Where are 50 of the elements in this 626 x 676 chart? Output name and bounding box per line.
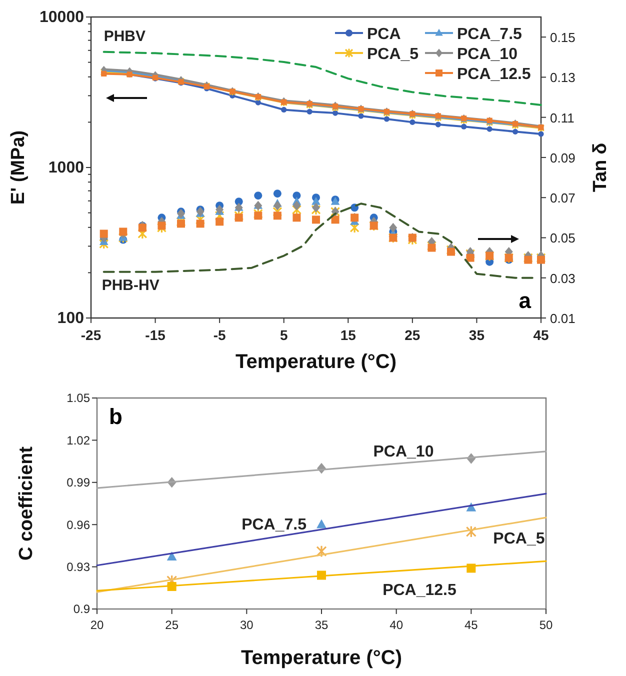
legend-label: PCA_12.5 — [457, 66, 531, 83]
x-tick-label: 35 — [468, 327, 485, 343]
x-tick-label: 5 — [280, 327, 288, 343]
text: PCA_10 — [373, 443, 434, 460]
series-label: PCA_7.5 — [242, 516, 307, 534]
y-tick-label: 0.96 — [66, 518, 90, 532]
x-tick-label: -5 — [213, 327, 226, 343]
y-tick-label: 1.05 — [66, 391, 90, 406]
y-tick-label: 0.99 — [66, 476, 90, 490]
x-tick-label: 20 — [90, 618, 104, 632]
x-tick-label: 45 — [533, 327, 549, 343]
legend-label: PCA — [367, 26, 402, 43]
series-label: PHB-HV — [102, 276, 160, 294]
y2-axis-title: Tan δ — [590, 142, 611, 192]
legend-label: PCA_10 — [457, 46, 518, 63]
x-tick-label: 40 — [390, 618, 404, 632]
y2-tick-label: 0.15 — [550, 30, 576, 46]
x-axis-title: Temperature (°C) — [241, 647, 402, 669]
x-tick-label: 15 — [340, 327, 356, 343]
y-tick-label: 100 — [57, 310, 84, 327]
y2-tick-label: 0.09 — [550, 150, 576, 166]
legend-label: PCA_7.5 — [457, 26, 522, 43]
chart-title: b — [109, 404, 122, 429]
series-label: PCA_12.5 — [382, 582, 457, 600]
series-label: PCA_5 — [493, 530, 545, 548]
series-label: PHBV — [104, 28, 146, 45]
y-tick-label: 0.93 — [66, 560, 90, 574]
x-tick-label: 50 — [539, 618, 553, 632]
text: a — [518, 288, 532, 313]
x-tick-label: 25 — [165, 618, 179, 632]
x-tick-label: -25 — [80, 327, 102, 343]
y2-tick-label: 0.13 — [550, 70, 576, 86]
y2-tick-label: 0.07 — [550, 190, 576, 206]
x-tick-label: 45 — [464, 618, 478, 632]
legend-label: PCA_5 — [367, 46, 419, 63]
y-axis-title: E' (MPa) — [8, 130, 29, 205]
y-tick-label: 10000 — [40, 8, 84, 26]
x-axis-title: Temperature (°C) — [236, 351, 396, 373]
x-tick-label: 35 — [314, 618, 328, 632]
x-tick-label: 25 — [404, 327, 420, 343]
y2-tick-label: 0.11 — [550, 110, 574, 126]
y-tick-label: 0.9 — [73, 602, 90, 616]
y-tick-label: 1000 — [48, 159, 84, 176]
y-axis-title: C coefficient — [16, 446, 37, 561]
y2-tick-label: 0.01 — [550, 311, 576, 326]
y2-tick-label: 0.05 — [550, 230, 576, 246]
x-tick-label: 30 — [240, 618, 254, 632]
y-tick-label: 1.02 — [66, 433, 90, 448]
x-tick-label: -15 — [145, 327, 166, 343]
y2-tick-label: 0.03 — [550, 270, 576, 286]
